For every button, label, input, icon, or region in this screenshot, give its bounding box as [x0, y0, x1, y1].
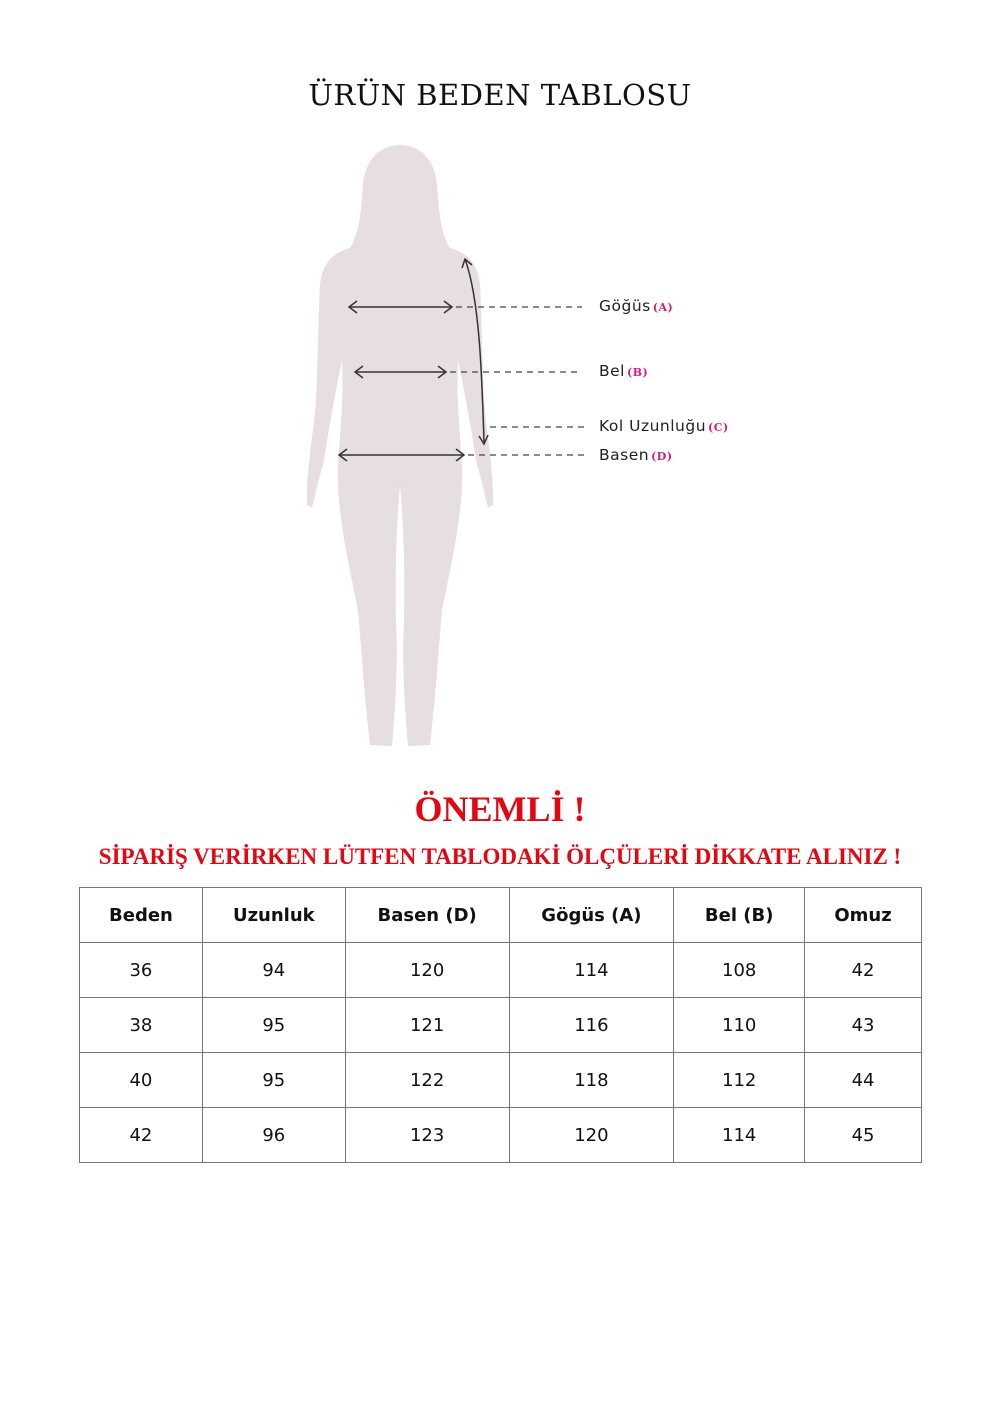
label-key: (D) [651, 450, 673, 463]
table-row: 38 95 121 116 110 43 [79, 997, 922, 1053]
table-cell: 44 [804, 1052, 922, 1108]
table-header-row: Beden Uzunluk Basen (D) Gögüs (A) Bel (B) Omu… [79, 887, 922, 943]
table-cell: 108 [673, 942, 806, 998]
label-name: Basen [599, 446, 650, 464]
dashed-leader-lines [450, 306, 584, 456]
table-cell: 45 [804, 1107, 922, 1163]
column-header: Uzunluk [201, 887, 346, 943]
column-header: Beden [79, 887, 203, 943]
table-cell: 120 [508, 1107, 675, 1163]
table-cell: 114 [673, 1107, 806, 1163]
table-cell: 118 [508, 1052, 675, 1108]
table-cell: 116 [508, 997, 675, 1053]
column-header: Basen (D) [344, 887, 510, 943]
table-cell: 42 [804, 942, 922, 998]
label-kol-uzunlugu: Kol Uzunluğu (C) [599, 417, 729, 435]
label-key: (B) [626, 366, 649, 379]
silhouette [306, 145, 494, 746]
table-cell: 123 [344, 1107, 510, 1163]
body-silhouette-figure [306, 145, 584, 746]
column-header: Gögüs (A) [508, 887, 675, 943]
column-header: Bel (B) [673, 887, 806, 943]
label-name: Kol Uzunluğu [599, 417, 707, 435]
notice-heading: ÖNEMLİ ! [414, 789, 586, 829]
table-cell: 122 [344, 1052, 510, 1108]
table-cell: 110 [673, 997, 806, 1053]
label-basen: Basen (D) [599, 446, 673, 464]
page-title: ÜRÜN BEDEN TABLOSU [308, 78, 692, 112]
label-gogus: Göğüs (A) [599, 297, 673, 315]
notice-text: SİPARİŞ VERİRKEN LÜTFEN TABLODAKİ ÖLÇÜLE… [98, 844, 902, 869]
table-cell: 121 [344, 997, 510, 1053]
table-cell: 40 [79, 1052, 203, 1108]
table-cell: 96 [201, 1107, 346, 1163]
table-cell: 36 [79, 942, 203, 998]
table-cell: 43 [804, 997, 922, 1053]
label-key: (A) [652, 301, 674, 314]
table-cell: 38 [79, 997, 203, 1053]
size-table: Beden Uzunluk Basen (D) Gögüs (A) Bel (B) Omu… [79, 887, 922, 1163]
measurement-arrows [337, 257, 489, 462]
label-name: Göğüs [599, 297, 651, 315]
table-row: 36 94 120 114 108 42 [79, 942, 922, 998]
label-name: Bel [599, 362, 625, 380]
column-header: Omuz [804, 887, 922, 943]
table-row: 42 96 123 120 114 45 [79, 1107, 922, 1163]
table-row: 40 95 122 118 112 44 [79, 1052, 922, 1108]
table-cell: 95 [201, 1052, 346, 1108]
table-cell: 114 [508, 942, 675, 998]
label-bel: Bel (B) [599, 362, 648, 380]
label-key: (C) [708, 421, 729, 434]
table-cell: 120 [344, 942, 510, 998]
table-cell: 42 [79, 1107, 203, 1163]
table-cell: 94 [201, 942, 346, 998]
table-cell: 95 [201, 997, 346, 1053]
table-cell: 112 [673, 1052, 806, 1108]
